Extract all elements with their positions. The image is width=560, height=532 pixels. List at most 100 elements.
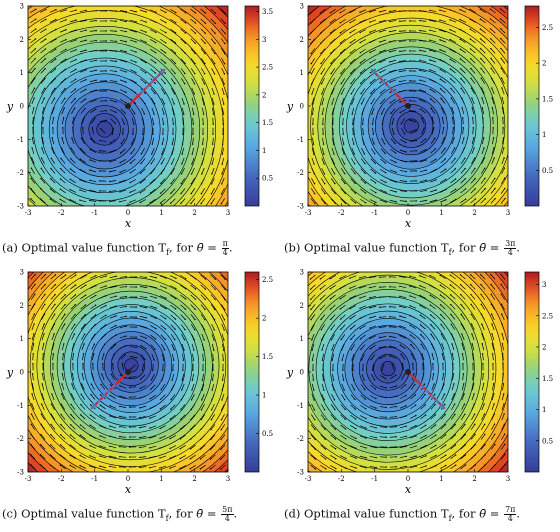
quiver-head: [460, 77, 462, 80]
quiver-head: [369, 276, 371, 279]
quiver-arrow: [200, 294, 206, 300]
quiver-head: [480, 273, 482, 276]
quiver-head: [334, 448, 337, 450]
quiver-head: [53, 313, 56, 315]
quiver-arrow: [419, 10, 427, 12]
quiver-head: [82, 363, 84, 365]
quiver-arrow: [470, 198, 476, 204]
quiver-arrow: [190, 304, 196, 310]
quiver-arrow: [341, 157, 345, 165]
caption-c: (c) Optimal value function Tf, for θ̄ = …: [2, 505, 238, 523]
quiver-arrow: [380, 88, 386, 94]
quiver-arrow: [141, 117, 145, 125]
quiver-arrow: [70, 324, 76, 330]
quiver-head: [182, 123, 185, 125]
quiver-head: [125, 40, 127, 43]
quiver-arrow: [470, 28, 476, 34]
quiver-arrow: [190, 38, 196, 44]
quiver-head: [139, 436, 141, 439]
quiver-arrow: [150, 39, 156, 43]
quiver-head: [144, 348, 147, 350]
quiver-arrow: [389, 336, 397, 338]
quiver-arrow: [432, 373, 434, 381]
quiver-head: [323, 173, 326, 175]
quiver-head: [340, 62, 342, 65]
quiver-head: [415, 160, 417, 162]
x-tick-label: -1: [91, 475, 98, 483]
quiver-arrow: [341, 353, 345, 361]
quiver-head: [349, 21, 351, 24]
quiver-arrow: [430, 445, 436, 449]
quiver-arrow: [51, 323, 55, 331]
quiver-head: [339, 287, 341, 290]
quiver-arrow: [60, 274, 66, 280]
quiver-head: [95, 29, 97, 32]
quiver-arrow: [450, 464, 456, 470]
colorbar-tick-label: 2.5: [262, 64, 273, 72]
quiver-arrow: [312, 353, 314, 361]
quiver-head: [204, 22, 207, 24]
quiver-arrow: [80, 445, 86, 449]
quiver-arrow: [429, 10, 437, 12]
quiver-head: [69, 444, 72, 446]
quiver-head: [480, 67, 482, 70]
quiver-arrow: [461, 383, 465, 391]
quiver-head: [185, 277, 187, 280]
quiver-arrow: [109, 435, 117, 439]
quiver-arrow: [331, 97, 335, 105]
quiver-head: [80, 403, 82, 406]
quiver-head: [75, 39, 77, 41]
quiver-arrow: [379, 9, 387, 13]
quiver-arrow: [221, 333, 225, 341]
quiver-head: [435, 168, 437, 171]
quiver-arrow: [40, 294, 46, 300]
quiver-head: [60, 168, 62, 170]
quiver-head: [89, 159, 91, 161]
quiver-head: [470, 313, 473, 315]
quiver-head: [164, 62, 167, 64]
quiver-arrow: [490, 294, 496, 300]
quiver-arrow: [461, 97, 465, 105]
quiver-arrow: [330, 18, 336, 24]
quiver-head: [34, 28, 37, 30]
quiver-head: [125, 81, 127, 83]
quiver-arrow: [480, 58, 486, 64]
quiver-head: [439, 58, 441, 61]
quiver-arrow: [311, 77, 315, 85]
quiver-arrow: [149, 19, 157, 23]
quiver-head: [35, 8, 37, 11]
quiver-head: [44, 303, 46, 306]
quiver-head: [462, 373, 465, 375]
quiver-arrow: [481, 323, 485, 331]
quiver-arrow: [450, 444, 456, 450]
quiver-head: [99, 465, 101, 467]
quiver-head: [369, 317, 371, 319]
quiver-head: [155, 277, 157, 279]
quiver-arrow: [170, 188, 176, 194]
quiver-head: [412, 363, 414, 365]
quiver-arrow: [382, 127, 384, 135]
quiver-arrow: [420, 314, 426, 320]
quiver-arrow: [399, 40, 407, 42]
quiver-head: [40, 403, 43, 405]
caption-text: Optimal value function T: [21, 506, 166, 521]
quiver-arrow: [439, 9, 447, 13]
quiver-head: [165, 277, 167, 279]
quiver-arrow: [419, 435, 427, 439]
quiver-head: [103, 353, 105, 355]
quiver-head: [389, 51, 391, 53]
quiver-arrow: [79, 29, 87, 33]
quiver-arrow: [100, 415, 106, 419]
quiver-head: [415, 435, 417, 437]
quiver-head: [145, 31, 147, 33]
quiver-head: [414, 383, 416, 386]
quiver-arrow: [52, 373, 54, 381]
quiver-arrow: [361, 373, 365, 381]
quiver-head: [95, 275, 97, 277]
quiver-head: [369, 82, 372, 84]
quiver-arrow: [160, 88, 166, 94]
quiver-arrow: [379, 345, 387, 349]
quiver-arrow: [379, 189, 387, 193]
quiver-arrow: [51, 107, 55, 115]
quiver-arrow: [351, 97, 355, 105]
